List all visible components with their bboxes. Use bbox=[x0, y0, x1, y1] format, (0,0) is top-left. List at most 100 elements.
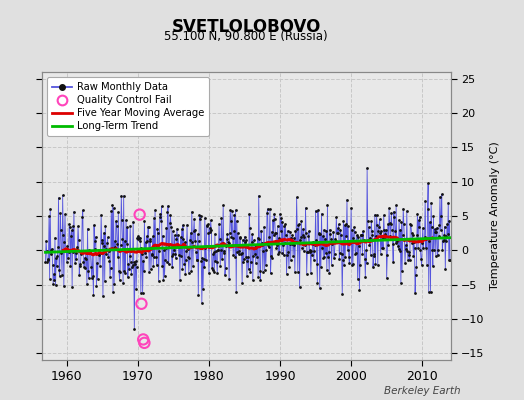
Point bbox=[86, 248, 94, 254]
Point bbox=[137, 300, 146, 307]
Point bbox=[123, 224, 132, 230]
Point bbox=[422, 236, 431, 242]
Point bbox=[289, 242, 298, 248]
Point bbox=[435, 222, 444, 229]
Point bbox=[155, 278, 163, 284]
Point bbox=[74, 237, 83, 244]
Point bbox=[151, 242, 160, 248]
Point bbox=[373, 222, 381, 228]
Point bbox=[204, 230, 213, 236]
Point bbox=[322, 228, 331, 234]
Point bbox=[170, 247, 178, 253]
Point bbox=[216, 247, 225, 253]
Point bbox=[385, 205, 393, 212]
Point bbox=[292, 194, 301, 200]
Point bbox=[388, 241, 397, 247]
Point bbox=[277, 228, 285, 234]
Point bbox=[169, 228, 177, 235]
Point bbox=[167, 224, 175, 230]
Point bbox=[425, 238, 433, 245]
Point bbox=[393, 235, 401, 241]
Point bbox=[252, 260, 260, 266]
Point bbox=[149, 263, 158, 269]
Point bbox=[118, 217, 126, 224]
Point bbox=[343, 196, 351, 203]
Point bbox=[323, 202, 332, 208]
Point bbox=[52, 263, 61, 269]
Point bbox=[47, 251, 55, 258]
Point bbox=[188, 239, 196, 246]
Point bbox=[91, 238, 100, 244]
Point bbox=[128, 262, 137, 268]
Point bbox=[345, 260, 354, 266]
Point bbox=[402, 208, 411, 214]
Point bbox=[390, 214, 399, 220]
Point bbox=[44, 256, 52, 263]
Point bbox=[245, 266, 253, 272]
Point bbox=[58, 272, 66, 278]
Point bbox=[407, 230, 416, 236]
Point bbox=[374, 262, 382, 268]
Point bbox=[165, 242, 173, 248]
Point bbox=[87, 264, 95, 270]
Point bbox=[163, 209, 172, 215]
Point bbox=[283, 252, 291, 258]
Point bbox=[157, 203, 166, 210]
Point bbox=[182, 248, 191, 254]
Point bbox=[126, 222, 134, 229]
Point bbox=[339, 257, 347, 264]
Point bbox=[227, 234, 236, 240]
Point bbox=[41, 259, 50, 266]
Point bbox=[230, 228, 238, 234]
Point bbox=[112, 222, 121, 229]
Point bbox=[112, 218, 120, 224]
Point bbox=[311, 242, 319, 249]
Point bbox=[337, 251, 346, 258]
Point bbox=[441, 224, 449, 230]
Point bbox=[205, 270, 213, 276]
Point bbox=[368, 228, 376, 234]
Point bbox=[357, 232, 365, 238]
Point bbox=[348, 260, 357, 267]
Point bbox=[354, 276, 362, 282]
Point bbox=[366, 252, 375, 259]
Point bbox=[192, 256, 201, 263]
Point bbox=[130, 326, 138, 332]
Point bbox=[310, 248, 319, 254]
Point bbox=[407, 222, 415, 228]
Point bbox=[234, 251, 243, 257]
Point bbox=[405, 251, 413, 258]
Point bbox=[397, 280, 405, 286]
Point bbox=[370, 250, 378, 257]
Point bbox=[104, 254, 113, 261]
Point bbox=[66, 224, 74, 231]
Point bbox=[405, 249, 413, 256]
Point bbox=[148, 251, 156, 258]
Point bbox=[379, 212, 388, 218]
Point bbox=[193, 256, 201, 263]
Point bbox=[365, 242, 374, 248]
Point bbox=[333, 230, 341, 236]
Point bbox=[231, 254, 239, 260]
Point bbox=[265, 244, 273, 250]
Point bbox=[432, 229, 441, 235]
Point bbox=[238, 236, 247, 243]
Point bbox=[301, 241, 309, 248]
Point bbox=[248, 231, 256, 237]
Point bbox=[155, 248, 163, 254]
Point bbox=[387, 210, 396, 216]
Point bbox=[93, 260, 101, 266]
Point bbox=[86, 249, 95, 256]
Point bbox=[138, 290, 147, 296]
Point bbox=[195, 212, 204, 219]
Point bbox=[148, 233, 157, 240]
Point bbox=[77, 251, 85, 257]
Point bbox=[290, 235, 299, 241]
Point bbox=[116, 241, 125, 248]
Point bbox=[124, 274, 132, 280]
Point bbox=[422, 245, 430, 252]
Point bbox=[156, 214, 164, 220]
Point bbox=[150, 254, 159, 260]
Point bbox=[195, 238, 203, 244]
Point bbox=[83, 280, 91, 287]
